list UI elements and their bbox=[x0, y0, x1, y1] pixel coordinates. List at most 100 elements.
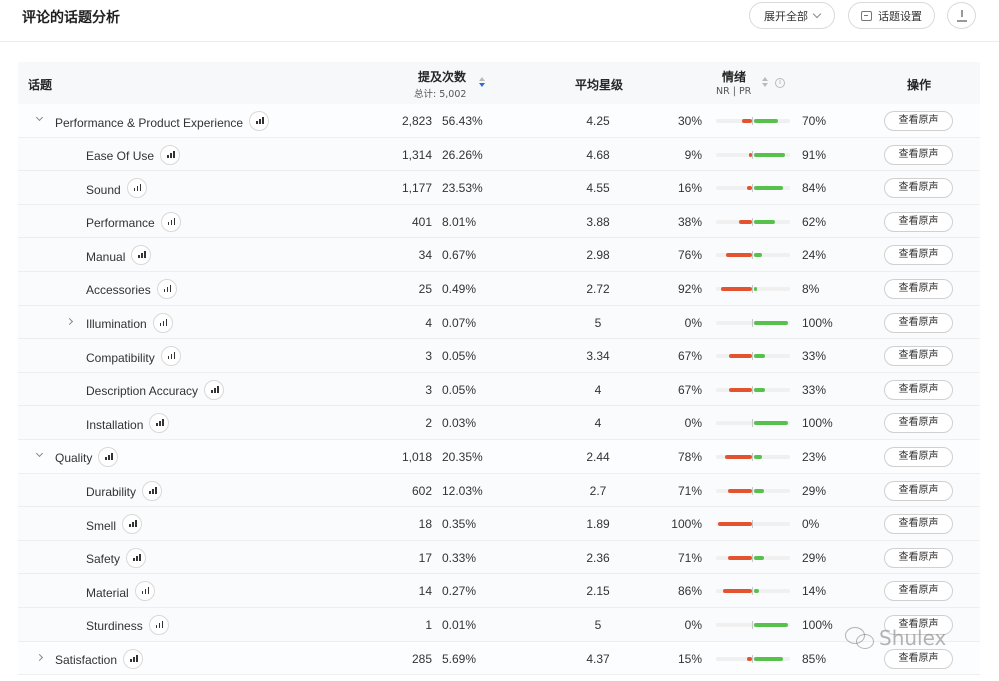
positive-bar-fill bbox=[754, 286, 757, 291]
topic-name: Ease Of Use bbox=[86, 144, 181, 165]
trend-chart-icon[interactable] bbox=[148, 614, 169, 635]
view-original-button[interactable]: 查看原声 bbox=[884, 446, 953, 467]
sentiment-bar-divider bbox=[752, 150, 753, 159]
trend-chart-icon[interactable] bbox=[160, 211, 181, 232]
trend-chart-icon[interactable] bbox=[126, 547, 147, 568]
positive-bar-fill bbox=[754, 119, 778, 123]
topic-label: Performance & Product Experience bbox=[55, 115, 244, 130]
view-original-button[interactable]: 查看原声 bbox=[884, 413, 953, 434]
sentiment-bar bbox=[716, 217, 790, 226]
view-original-button[interactable]: 查看原声 bbox=[884, 346, 953, 367]
view-original-button[interactable]: 查看原声 bbox=[884, 547, 953, 568]
info-icon[interactable]: i bbox=[775, 78, 785, 88]
topic-name: Compatibility bbox=[86, 346, 181, 367]
sentiment-bar-divider bbox=[752, 419, 753, 428]
sort-sentiment-icon[interactable] bbox=[762, 77, 768, 87]
positive-ratio: 100% bbox=[802, 416, 833, 431]
trend-chart-icon[interactable] bbox=[249, 111, 270, 131]
trend-chart-icon[interactable] bbox=[98, 446, 119, 467]
mention-count: 34 bbox=[418, 248, 432, 263]
sentiment-bar bbox=[716, 385, 790, 394]
sentiment-bar bbox=[716, 620, 790, 629]
positive-bar-fill bbox=[754, 488, 764, 493]
negative-bar-fill bbox=[729, 354, 752, 359]
sentiment-bar bbox=[716, 318, 790, 327]
topic-label: Smell bbox=[86, 518, 117, 533]
average-rating: 2.98 bbox=[586, 248, 610, 263]
topic-name: Smell bbox=[86, 514, 143, 535]
positive-bar-fill bbox=[754, 354, 766, 359]
table-row: Durability 602 12.03% 2.7 71% 29% 查看原声 bbox=[18, 473, 980, 508]
negative-bar-fill bbox=[726, 253, 752, 258]
view-original-button[interactable]: 查看原声 bbox=[884, 211, 953, 232]
mention-percent: 0.35% bbox=[442, 517, 477, 532]
view-original-button[interactable]: 查看原声 bbox=[884, 178, 953, 199]
trend-chart-icon[interactable] bbox=[152, 312, 173, 333]
trend-chart-icon[interactable] bbox=[134, 581, 155, 602]
positive-bar-fill bbox=[754, 454, 762, 459]
sentiment-bar-divider bbox=[752, 318, 753, 327]
positive-ratio: 33% bbox=[802, 382, 827, 397]
topic-name: Description Accuracy bbox=[86, 379, 225, 400]
topic-settings-button[interactable]: 话题设置 bbox=[848, 2, 935, 29]
topic-label: Ease Of Use bbox=[86, 149, 155, 164]
table-row: Performance & Product Experience 2,823 5… bbox=[18, 104, 980, 138]
trend-chart-icon[interactable] bbox=[160, 346, 181, 367]
trend-chart-icon[interactable] bbox=[204, 379, 225, 400]
view-original-button[interactable]: 查看原声 bbox=[884, 379, 953, 400]
positive-ratio: 100% bbox=[802, 617, 833, 632]
view-original-button[interactable]: 查看原声 bbox=[884, 111, 953, 131]
sentiment-bar-divider bbox=[752, 184, 753, 193]
expand-chevron-icon[interactable] bbox=[65, 317, 74, 325]
view-original-button[interactable]: 查看原声 bbox=[884, 312, 953, 333]
view-original-button[interactable]: 查看原声 bbox=[884, 144, 953, 165]
view-original-button[interactable]: 查看原声 bbox=[884, 514, 953, 535]
view-original-button[interactable]: 查看原声 bbox=[884, 648, 953, 669]
average-rating: 5 bbox=[594, 617, 602, 632]
trend-chart-icon[interactable] bbox=[122, 514, 143, 535]
trend-chart-icon[interactable] bbox=[142, 480, 163, 501]
view-original-button[interactable]: 查看原声 bbox=[884, 278, 953, 299]
positive-bar-fill bbox=[754, 219, 776, 224]
mention-count: 2,823 bbox=[401, 114, 432, 128]
trend-chart-icon[interactable] bbox=[149, 413, 170, 434]
column-mentions[interactable]: 提及次数 bbox=[418, 70, 467, 84]
table-row: Safety 17 0.33% 2.36 71% 29% 查看原声 bbox=[18, 540, 980, 575]
trend-chart-icon[interactable] bbox=[123, 648, 144, 669]
collapse-chevron-icon[interactable] bbox=[35, 113, 44, 122]
mention-count: 2 bbox=[425, 416, 432, 431]
expand-all-button[interactable]: 展开全部 bbox=[749, 2, 835, 29]
positive-bar-fill bbox=[754, 320, 788, 325]
table-row: Sound 1,177 23.53% 4.55 16% 84% 查看原声 bbox=[18, 171, 980, 205]
table-row: Satisfaction 285 5.69% 4.37 15% 85% 查看原声 bbox=[18, 641, 980, 676]
collapse-chevron-icon[interactable] bbox=[35, 449, 44, 457]
trend-chart-icon[interactable] bbox=[160, 144, 181, 165]
sentiment-bar bbox=[716, 150, 790, 159]
topic-name: Satisfaction bbox=[55, 648, 144, 669]
mention-percent: 0.67% bbox=[442, 248, 477, 263]
expand-chevron-icon[interactable] bbox=[35, 653, 44, 661]
trend-chart-icon[interactable] bbox=[131, 245, 152, 266]
sentiment-bar-divider bbox=[752, 385, 753, 394]
view-original-button[interactable]: 查看原声 bbox=[884, 581, 953, 602]
sentiment-bar bbox=[716, 251, 790, 260]
trend-chart-icon[interactable] bbox=[156, 278, 177, 299]
average-rating: 4.37 bbox=[586, 651, 610, 666]
negative-ratio: 86% bbox=[677, 584, 702, 599]
mention-count: 1,018 bbox=[401, 449, 432, 464]
sentiment-bar bbox=[716, 184, 790, 193]
sentiment-bar bbox=[716, 654, 790, 663]
view-original-button[interactable]: 查看原声 bbox=[884, 614, 953, 635]
mentions-total: 总计: 5,002 bbox=[414, 89, 467, 100]
table-row: Performance 401 8.01% 3.88 38% 62% 查看原声 bbox=[18, 204, 980, 239]
download-button[interactable] bbox=[947, 2, 976, 29]
topic-label: Durability bbox=[86, 485, 137, 500]
topic-name: Performance bbox=[86, 211, 181, 232]
view-original-button[interactable]: 查看原声 bbox=[884, 480, 953, 501]
positive-ratio: 62% bbox=[802, 214, 827, 229]
trend-chart-icon[interactable] bbox=[126, 178, 147, 199]
positive-bar-fill bbox=[754, 589, 759, 594]
topic-label: Safety bbox=[86, 552, 121, 567]
sort-mentions-icon[interactable] bbox=[479, 77, 485, 87]
view-original-button[interactable]: 查看原声 bbox=[884, 245, 953, 266]
